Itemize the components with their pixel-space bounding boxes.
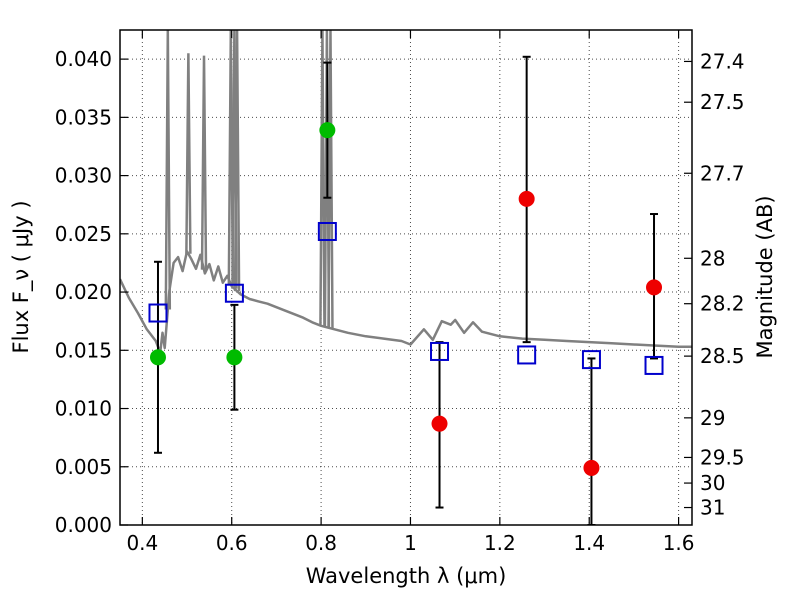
observed-flux-point: [583, 459, 600, 476]
model-flux-square: [517, 345, 537, 365]
observed-flux-point: [226, 349, 243, 366]
y-tick-label: 0.025: [55, 222, 112, 246]
emission-line-spike: [327, 30, 334, 329]
model-flux-square: [317, 221, 337, 241]
right-tick-label: 29: [700, 406, 725, 430]
x-tick-label: 0.8: [305, 531, 337, 555]
y-tick-label: 0.015: [55, 338, 112, 362]
x-axis-title: Wavelength λ (μm): [306, 564, 507, 588]
emission-line-spike: [319, 30, 326, 327]
observed-flux-point: [319, 122, 336, 139]
right-tick-label: 29.5: [700, 445, 745, 469]
observed-flux-point: [518, 190, 535, 207]
x-tick-label: 1.6: [663, 531, 695, 555]
x-tick-label: 1.2: [484, 531, 516, 555]
y-axis-title: Flux F_ν ( μJy ): [9, 200, 34, 353]
y-tick-label: 0.005: [55, 455, 112, 479]
y-tick-label: 0.040: [55, 47, 112, 71]
plot-frame: [119, 29, 693, 526]
right-tick-label: 31: [700, 496, 725, 520]
model-flux-square: [148, 303, 168, 323]
emission-line-spike: [185, 53, 192, 254]
right-tick-label: 28.2: [700, 292, 745, 316]
y-tick-label: 0.035: [55, 105, 112, 129]
model-flux-square: [644, 355, 664, 375]
right-tick-label: 30: [700, 471, 725, 495]
x-tick-label: 0.4: [126, 531, 158, 555]
model-flux-square: [224, 283, 244, 303]
y-tick-label: 0.010: [55, 397, 112, 421]
emission-line-spike: [233, 30, 241, 292]
right-tick-label: 28: [700, 246, 725, 270]
y-tick-label: 0.020: [55, 280, 112, 304]
observed-flux-point: [646, 279, 663, 296]
model-flux-square: [581, 350, 601, 370]
right-tick-label: 27.5: [700, 90, 745, 114]
model-flux-square: [430, 341, 450, 361]
x-tick-label: 1: [404, 531, 417, 555]
model-spectrum: [120, 30, 692, 354]
right-tick-label: 27.7: [700, 161, 745, 185]
emission-line-spike: [200, 55, 208, 270]
x-tick-label: 0.6: [216, 531, 248, 555]
y-right-axis-title: Magnitude (AB): [753, 195, 777, 358]
emission-line-spike: [164, 30, 172, 310]
right-tick-label: 27.4: [700, 49, 745, 73]
model-continuum-line: [120, 250, 692, 354]
data-points: [148, 122, 664, 476]
axes: 0.4 0.6 0.8 1 1.2 1.4 1.6 0.000 0.005 0.010 0.015 0…: [55, 29, 745, 555]
observed-flux-point: [149, 349, 166, 366]
x-tick-label: 1.4: [573, 531, 605, 555]
observed-flux-point: [431, 415, 448, 432]
y-tick-label: 0.030: [55, 164, 112, 188]
right-tick-label: 28.5: [700, 344, 745, 368]
y-tick-label: 0.000: [55, 513, 112, 537]
